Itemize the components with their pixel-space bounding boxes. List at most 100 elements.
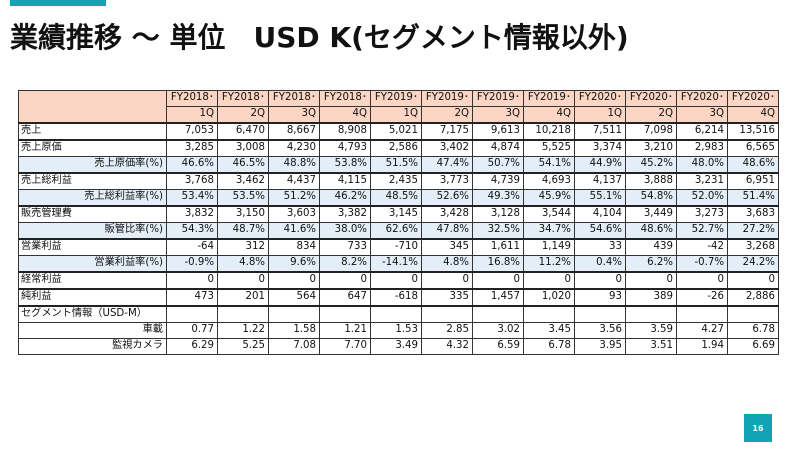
header-quarter-cell: 1Q [166, 106, 218, 124]
value-cell: 2.85 [421, 322, 473, 339]
title-accent-bar [10, 0, 106, 6]
value-cell: 3,683 [727, 205, 779, 223]
header-quarter-cell: 2Q [421, 106, 473, 124]
value-cell: 51.2% [268, 189, 320, 207]
value-cell: 41.6% [268, 222, 320, 240]
value-cell: 834 [268, 238, 320, 256]
value-cell: 7,175 [421, 122, 473, 141]
value-cell: 7.70 [319, 338, 371, 355]
value-cell: 6.59 [472, 338, 524, 355]
value-cell [319, 305, 371, 323]
value-cell: 3,268 [727, 238, 779, 256]
value-cell: 1.94 [676, 338, 728, 355]
value-cell: -0.9% [166, 255, 218, 273]
value-cell: 3,832 [166, 205, 218, 223]
value-cell: 54.1% [523, 156, 575, 174]
value-cell: 52.6% [421, 189, 473, 207]
value-cell: 38.0% [319, 222, 371, 240]
value-cell: 1,020 [523, 288, 575, 307]
value-cell [268, 305, 320, 323]
row-label: 販売管理費 [18, 205, 167, 223]
page-number: 16 [744, 414, 772, 442]
value-cell: 3.56 [574, 322, 626, 339]
value-cell: 0.4% [574, 255, 626, 273]
header-year-cell: FY2018･ [217, 90, 269, 107]
value-cell: 24.2% [727, 255, 779, 273]
table-row: 販管比率(%) 54.3% 48.7% 41.6% 38.0% 62.6% 47.8% 32.… [18, 222, 779, 240]
value-cell: 2,983 [676, 139, 728, 157]
table-row: 車載 0.77 1.22 1.58 1.21 1.53 2.85 3.02 3.45 3.56 3.… [18, 322, 779, 339]
value-cell: 50.7% [472, 156, 524, 174]
header-year-cell: FY2019･ [370, 90, 422, 107]
value-cell: 62.6% [370, 222, 422, 240]
value-cell: 1,611 [472, 238, 524, 256]
value-cell: 8.2% [319, 255, 371, 273]
value-cell: 53.5% [217, 189, 269, 207]
header-year-cell: FY2018･ [166, 90, 218, 107]
row-label: 純利益 [18, 288, 167, 307]
value-cell: 6,565 [727, 139, 779, 157]
value-cell: 3,428 [421, 205, 473, 223]
value-cell: -64 [166, 238, 218, 256]
value-cell: 1.21 [319, 322, 371, 339]
value-cell: 51.5% [370, 156, 422, 174]
value-cell: 55.1% [574, 189, 626, 207]
performance-table: FY2018･ FY2018･ FY2018･ FY2018･ FY2019･ FY201… [18, 90, 779, 355]
value-cell: 5,021 [370, 122, 422, 141]
header-quarter-cell: 3Q [472, 106, 524, 124]
value-cell: 0 [523, 271, 575, 290]
value-cell: 0 [574, 271, 626, 290]
value-cell: 3,382 [319, 205, 371, 223]
value-cell: 0 [319, 271, 371, 290]
value-cell: 49.3% [472, 189, 524, 207]
header-quarter-cell: 3Q [268, 106, 320, 124]
value-cell: 6.78 [523, 338, 575, 355]
header-quarter-cell: 3Q [676, 106, 728, 124]
table-row: 売上原価率(%) 46.6% 46.5% 48.8% 53.8% 51.5% 47.4% 50… [18, 156, 779, 174]
header-year-cell: FY2020･ [625, 90, 677, 107]
row-label: 売上総利益率(%) [18, 189, 167, 207]
value-cell: 2,886 [727, 288, 779, 307]
value-cell: 3,374 [574, 139, 626, 157]
value-cell: 0 [268, 271, 320, 290]
value-cell: 0 [166, 271, 218, 290]
value-cell: 3,145 [370, 205, 422, 223]
value-cell: 0.77 [166, 322, 218, 339]
value-cell: 3,150 [217, 205, 269, 223]
value-cell: 5,525 [523, 139, 575, 157]
value-cell: 2,435 [370, 172, 422, 190]
header-row-year: FY2018･ FY2018･ FY2018･ FY2018･ FY2019･ FY201… [18, 90, 779, 124]
value-cell [370, 305, 422, 323]
value-cell: 4,739 [472, 172, 524, 190]
value-cell: 4.27 [676, 322, 728, 339]
value-cell: 201 [217, 288, 269, 307]
header-year-cell: FY2019･ [523, 90, 575, 107]
value-cell: 48.6% [625, 222, 677, 240]
value-cell: -42 [676, 238, 728, 256]
value-cell: 647 [319, 288, 371, 307]
value-cell: 0 [472, 271, 524, 290]
row-label: 営業利益率(%) [18, 255, 167, 273]
value-cell: 48.6% [727, 156, 779, 174]
value-cell: -26 [676, 288, 728, 307]
value-cell: 6.69 [727, 338, 779, 355]
value-cell: 4,793 [319, 139, 371, 157]
row-label: 売上 [18, 122, 167, 141]
header-quarter-cell: 4Q [727, 106, 779, 124]
value-cell: 9.6% [268, 255, 320, 273]
value-cell: 6.29 [166, 338, 218, 355]
value-cell: 0 [625, 271, 677, 290]
value-cell: 4,230 [268, 139, 320, 157]
value-cell: 52.7% [676, 222, 728, 240]
value-cell: 3,210 [625, 139, 677, 157]
value-cell: 34.7% [523, 222, 575, 240]
value-cell: 27.2% [727, 222, 779, 240]
value-cell: 5.25 [217, 338, 269, 355]
value-cell: 45.9% [523, 189, 575, 207]
value-cell: 7,053 [166, 122, 218, 141]
value-cell: 46.5% [217, 156, 269, 174]
value-cell: 3,285 [166, 139, 218, 157]
value-cell: 8,667 [268, 122, 320, 141]
row-label: 営業利益 [18, 238, 167, 256]
value-cell: 2,586 [370, 139, 422, 157]
